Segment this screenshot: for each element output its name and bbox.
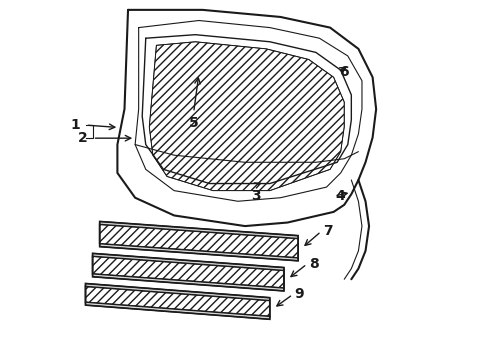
Polygon shape <box>99 244 298 261</box>
Text: 6: 6 <box>339 65 348 79</box>
Polygon shape <box>85 302 270 319</box>
Polygon shape <box>93 256 284 288</box>
Text: 4: 4 <box>335 189 345 203</box>
Polygon shape <box>93 253 284 270</box>
Text: 9: 9 <box>294 288 304 301</box>
Polygon shape <box>85 286 270 316</box>
Polygon shape <box>85 283 270 301</box>
Text: 7: 7 <box>323 224 333 238</box>
Polygon shape <box>93 274 284 291</box>
Text: 2: 2 <box>77 131 87 145</box>
Polygon shape <box>149 42 344 191</box>
Text: 3: 3 <box>251 189 261 203</box>
Text: 8: 8 <box>309 257 318 271</box>
Polygon shape <box>99 221 298 238</box>
Text: 1: 1 <box>71 118 80 132</box>
Polygon shape <box>99 224 298 258</box>
Text: 5: 5 <box>189 116 198 130</box>
